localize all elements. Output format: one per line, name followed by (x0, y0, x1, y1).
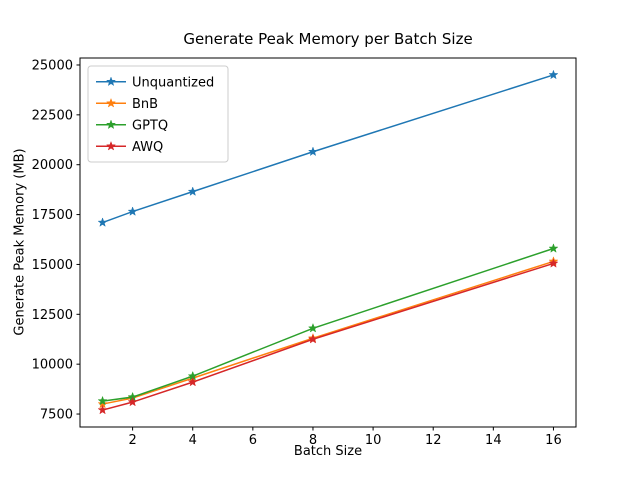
series-awq (97, 258, 559, 415)
x-axis-label: Batch Size (293, 444, 363, 459)
data-point-marker (307, 333, 319, 344)
data-point-marker (548, 258, 559, 268)
legend-entry-awq: AWQ (96, 140, 163, 155)
x-tick-label: 6 (249, 433, 257, 448)
y-tick-label: 10000 (32, 358, 73, 373)
legend-swatch-marker (105, 140, 117, 151)
y-tick-label: 12500 (32, 308, 73, 323)
x-ticks: 2 4 6 8 10 12 14 16 (128, 427, 562, 448)
data-point-marker (97, 217, 108, 227)
y-axis-label: Generate Peak Memory (MB) (12, 148, 28, 336)
y-tick-label: 7500 (40, 408, 73, 423)
data-point-marker (307, 322, 319, 333)
legend-entry-gptq: GPTQ (96, 118, 168, 133)
legend-swatch-marker (105, 97, 117, 108)
x-tick-label: 12 (425, 433, 442, 448)
data-point-marker (187, 186, 198, 196)
series-unquantized (97, 69, 559, 227)
data-point-marker (307, 146, 319, 157)
y-tick-label: 15000 (32, 258, 73, 273)
x-tick-label: 8 (309, 433, 317, 448)
y-tick-label: 22500 (32, 108, 73, 123)
legend: Unquantized BnB GPTQ AWQ (87, 65, 229, 163)
series-line (102, 247, 554, 402)
y-tick-label: 25000 (32, 58, 73, 73)
series-line (102, 262, 554, 411)
legend-label: GPTQ (132, 118, 168, 133)
y-tick-label: 20000 (32, 158, 73, 173)
x-tick-label: 2 (128, 433, 136, 448)
legend-swatch-marker (105, 76, 117, 87)
legend-swatch-marker (105, 119, 117, 130)
data-point-marker (97, 404, 108, 415)
axes-frame (79, 57, 577, 428)
chart-title: Generate Peak Memory per Batch Size (183, 30, 473, 48)
y-tick-label: 17500 (32, 208, 73, 223)
data-point-marker (97, 395, 108, 406)
legend-entry-bnb: BnB (96, 97, 158, 112)
y-ticks: 7500 10000 12500 15000 17500 20000 22500 25000 (32, 58, 80, 423)
data-point-marker (187, 376, 198, 387)
legend-box (87, 65, 229, 163)
data-point-marker (127, 396, 138, 407)
x-tick-label: 10 (365, 433, 382, 448)
legend-label: BnB (132, 97, 158, 112)
data-point-marker (548, 69, 559, 80)
series-gptq (97, 243, 559, 406)
x-tick-label: 4 (189, 433, 197, 448)
series-line (102, 260, 554, 405)
legend-label: Unquantized (132, 75, 214, 90)
data-point-marker (127, 206, 138, 216)
x-tick-label: 14 (485, 433, 502, 448)
x-tick-label: 16 (545, 433, 562, 448)
data-point-marker (548, 243, 559, 253)
legend-entry-unquantized: Unquantized (96, 75, 214, 90)
legend-label: AWQ (132, 140, 163, 155)
